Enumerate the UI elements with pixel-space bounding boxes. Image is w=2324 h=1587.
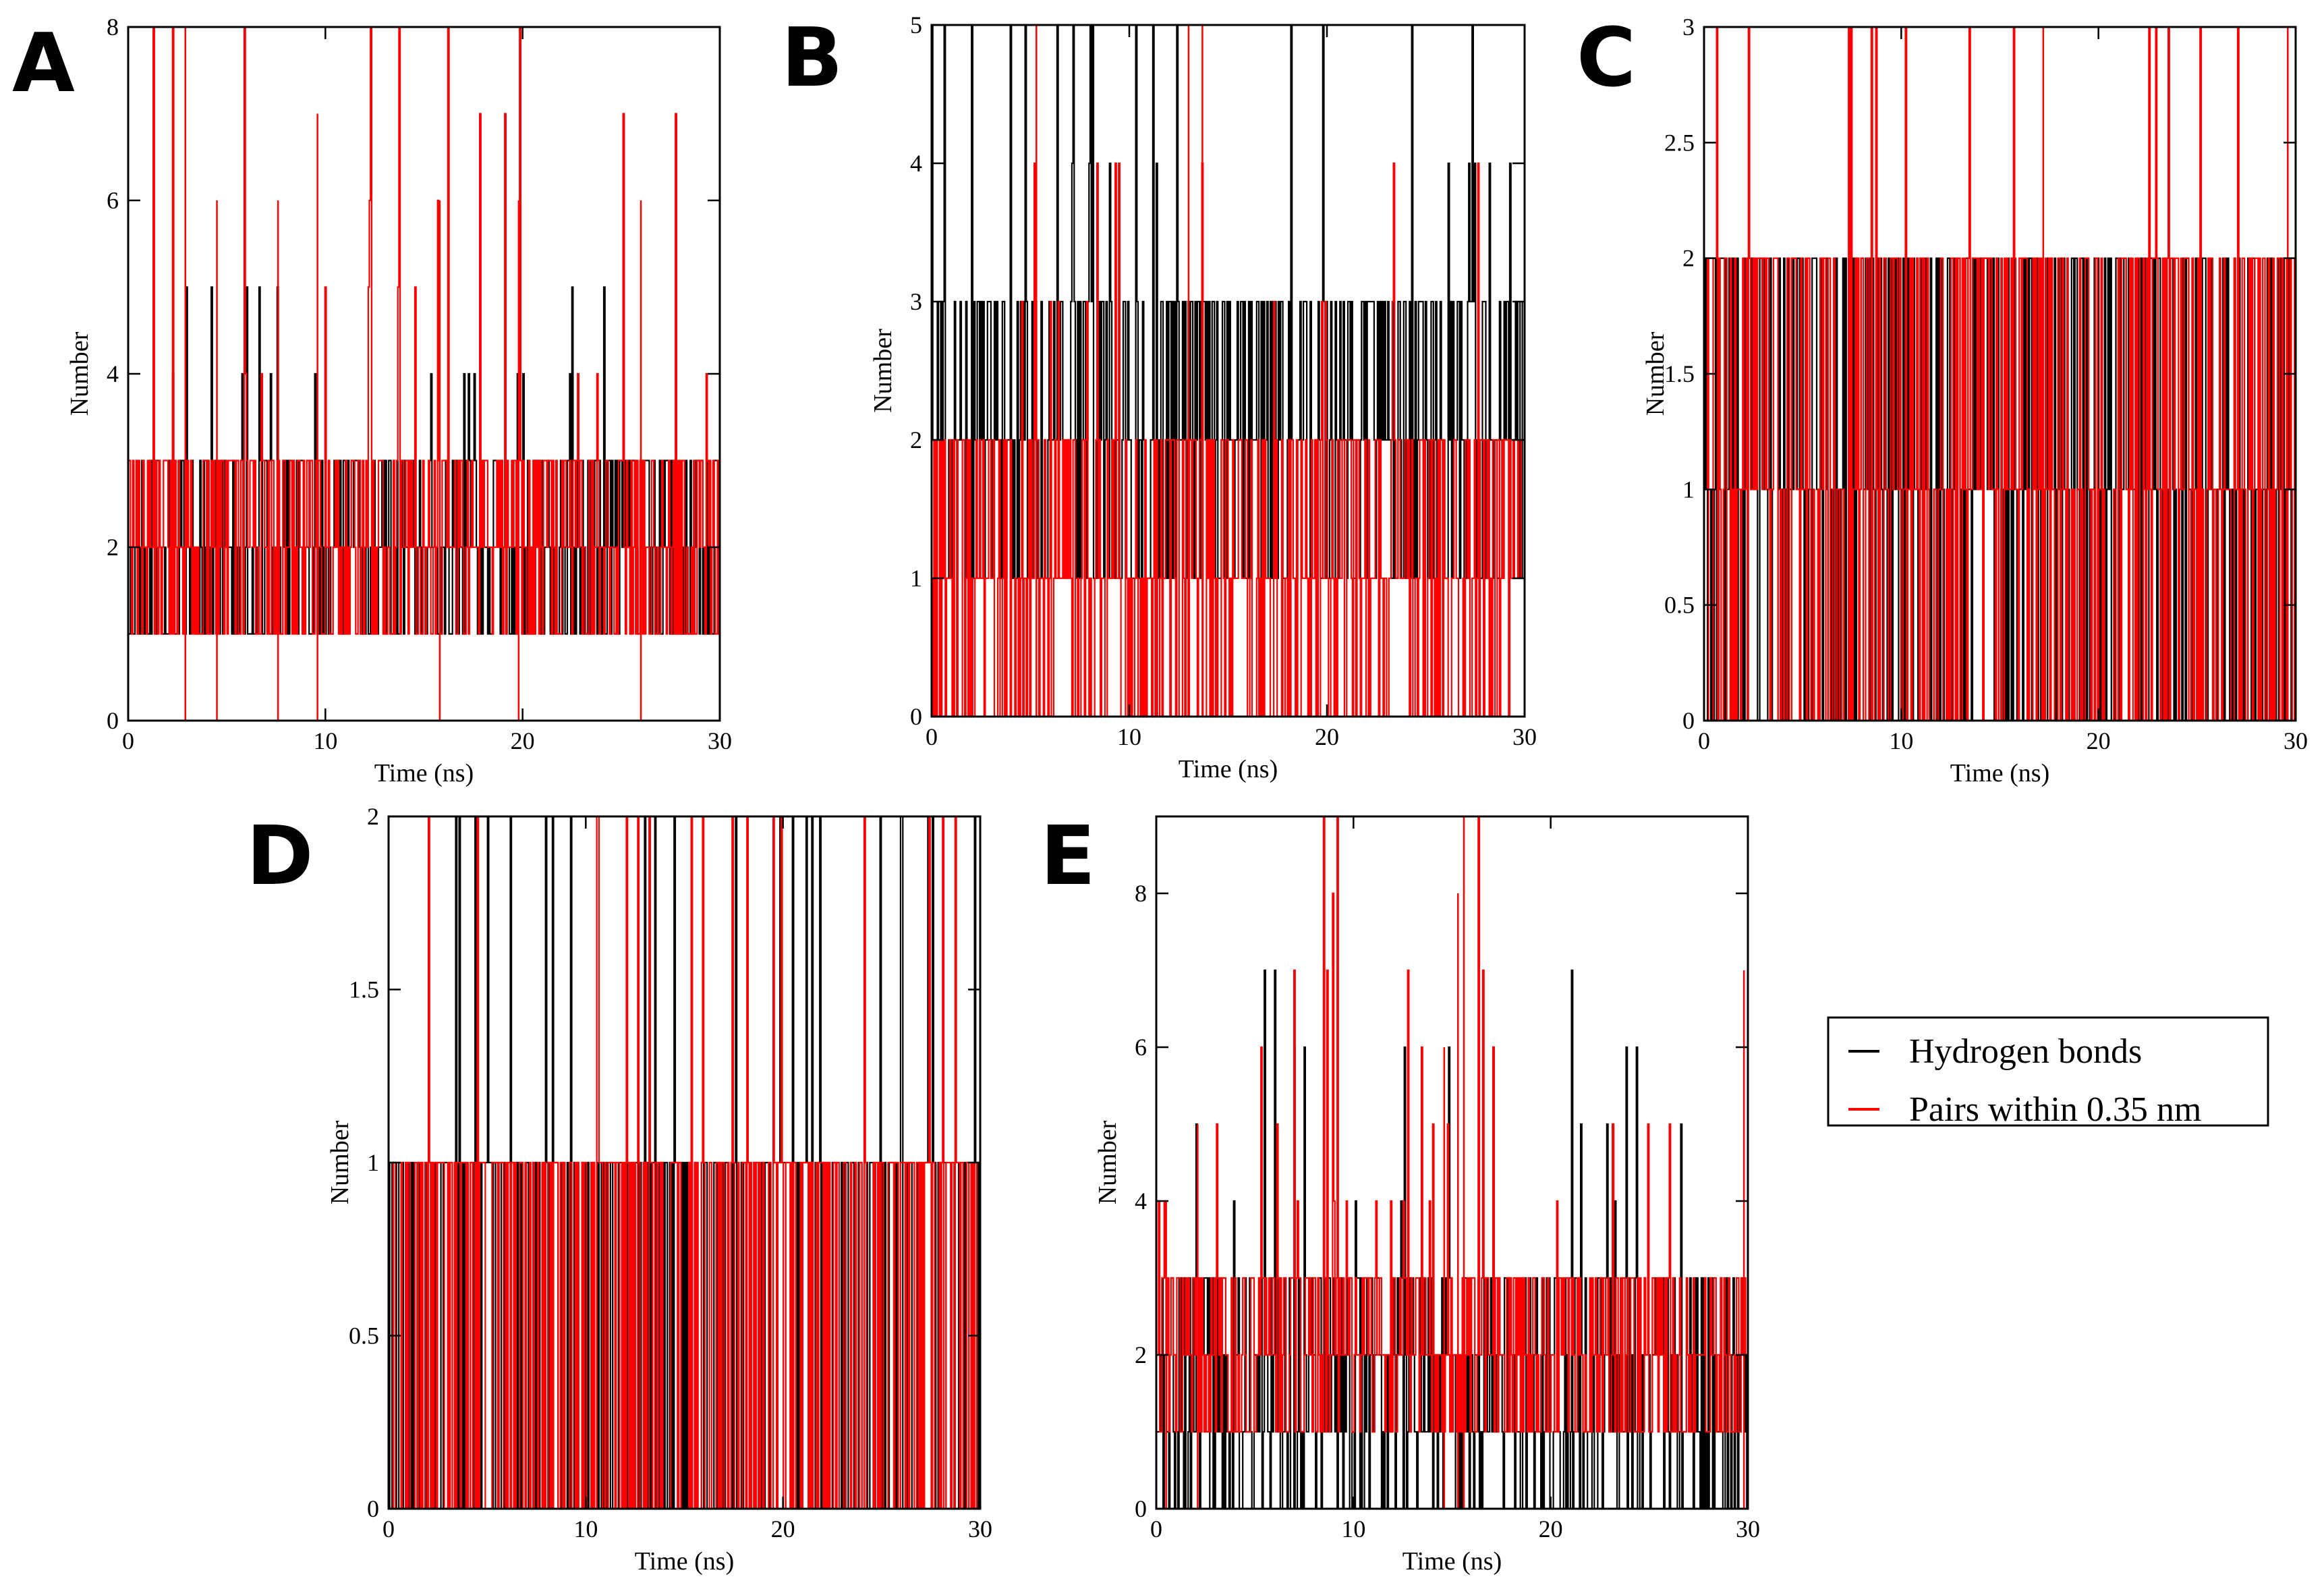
y-tick-label-a-1: 2 (107, 534, 119, 561)
y-tick-label-b-2: 2 (910, 426, 922, 453)
y-tick-label-c-2: 1 (1682, 476, 1695, 503)
x-tick-label-a-1: 10 (313, 727, 337, 754)
x-tick-label-e-1: 10 (1341, 1515, 1365, 1542)
series-pairs-within-e (1156, 816, 1748, 1433)
x-axis-label-e: Time (ns) (1402, 1547, 1502, 1576)
x-tick-label-c-1: 10 (1889, 727, 1913, 754)
x-tick-label-a-3: 30 (708, 727, 732, 754)
y-tick-label-c-4: 2 (1682, 245, 1695, 272)
panel-letter-a: A (12, 17, 75, 111)
y-tick-label-b-3: 3 (910, 288, 922, 315)
y-tick-label-e-1: 2 (1135, 1341, 1147, 1368)
y-tick-label-c-6: 3 (1682, 13, 1695, 40)
panel-letter-e: E (1040, 810, 1096, 903)
x-tick-label-d-3: 30 (968, 1515, 992, 1542)
panel-c: 0 10 20 30 0 0.5 1 1.5 2 2.5 3 Time (ns) Number C (1577, 11, 2308, 787)
series-pairs-within-a (128, 27, 720, 635)
x-axis-label-c: Time (ns) (1950, 759, 2049, 787)
y-tick-label-d-0: 0 (367, 1495, 379, 1522)
x-tick-label-b-3: 30 (1512, 723, 1537, 750)
legend-label-pairs-within: Pairs within 0.35 nm (1909, 1090, 2201, 1129)
legend-frame (1827, 1016, 2269, 1127)
y-tick-label-d-2: 1 (367, 1149, 379, 1176)
panel-d-traces (389, 816, 980, 1509)
y-axis-label-a: Number (65, 331, 94, 416)
y-tick-label-e-0: 0 (1135, 1495, 1147, 1522)
series-pairs-within-d (389, 816, 980, 1509)
x-tick-label-d-0: 0 (382, 1515, 395, 1542)
y-tick-label-a-2: 4 (107, 360, 119, 387)
x-tick-label-e-2: 20 (1539, 1515, 1563, 1542)
y-tick-label-c-5: 2.5 (1664, 129, 1695, 156)
y-tick-label-b-1: 1 (910, 565, 922, 592)
x-axis-label-b: Time (ns) (1179, 755, 1278, 783)
plot-frame-e (1155, 815, 1749, 1510)
x-tick-label-b-0: 0 (926, 723, 938, 750)
series-pairs-within-c (1704, 27, 2296, 721)
x-tick-label-b-1: 10 (1117, 723, 1141, 750)
y-tick-label-a-0: 0 (107, 707, 119, 734)
panel-letter-d: D (246, 810, 314, 903)
panel-d: 0 10 20 30 0 0.5 1 1.5 2 Time (ns) Number D (246, 803, 992, 1576)
panel-a-traces (128, 27, 720, 721)
x-tick-label-c-3: 30 (2284, 727, 2308, 754)
y-tick-label-c-0: 0 (1682, 707, 1695, 734)
y-axis-label-c: Number (1641, 331, 1670, 416)
panel-b: 0 10 20 30 0 1 2 3 4 5 Time (ns) Number B (781, 11, 1537, 783)
plot-frame-b (930, 24, 1526, 718)
panel-letter-b: B (781, 11, 843, 105)
y-tick-label-b-0: 0 (910, 703, 922, 730)
panel-a: 0 10 20 30 0 2 4 6 8 Time (ns) Number A (12, 13, 732, 787)
y-tick-label-d-3: 1.5 (349, 976, 379, 1003)
x-tick-label-d-2: 20 (771, 1515, 795, 1542)
x-tick-label-b-2: 20 (1315, 723, 1339, 750)
y-tick-label-c-1: 0.5 (1664, 592, 1695, 619)
y-tick-label-d-4: 2 (367, 803, 379, 830)
panel-letter-c: C (1577, 11, 1636, 105)
x-axis-label-a: Time (ns) (374, 759, 474, 787)
x-tick-label-d-1: 10 (573, 1515, 598, 1542)
y-tick-label-e-3: 6 (1135, 1034, 1147, 1061)
x-tick-label-a-2: 20 (511, 727, 535, 754)
series-pairs-within-b (932, 162, 1525, 717)
x-tick-label-e-0: 0 (1150, 1515, 1162, 1542)
y-axis-label-e: Number (1094, 1120, 1122, 1204)
x-tick-label-c-2: 20 (2087, 727, 2111, 754)
y-tick-label-b-5: 5 (910, 11, 922, 38)
y-axis-label-d: Number (326, 1120, 354, 1204)
y-axis-label-b: Number (869, 329, 897, 413)
panel-b-traces (932, 25, 1525, 717)
y-tick-label-b-4: 4 (910, 150, 922, 177)
x-tick-label-e-3: 30 (1736, 1515, 1760, 1542)
x-axis-label-d: Time (ns) (635, 1547, 734, 1576)
legend-label-hydrogen-bonds: Hydrogen bonds (1909, 1032, 2142, 1071)
y-tick-label-c-3: 1.5 (1664, 360, 1695, 387)
x-tick-label-c-0: 0 (1698, 727, 1710, 754)
legend: Hydrogen bonds Pairs within 0.35 nm (1827, 1016, 2269, 1129)
panel-e: 0 10 20 30 0 2 4 6 8 Time (ns) Number E (1040, 810, 1760, 1576)
panel-e-traces (1156, 816, 1748, 1509)
y-tick-label-d-1: 0.5 (349, 1322, 379, 1349)
x-tick-label-a-0: 0 (122, 727, 134, 754)
y-tick-label-a-3: 6 (107, 187, 119, 214)
y-tick-label-a-4: 8 (107, 13, 119, 40)
y-tick-label-e-4: 8 (1135, 880, 1147, 907)
y-tick-label-e-2: 4 (1135, 1188, 1147, 1215)
